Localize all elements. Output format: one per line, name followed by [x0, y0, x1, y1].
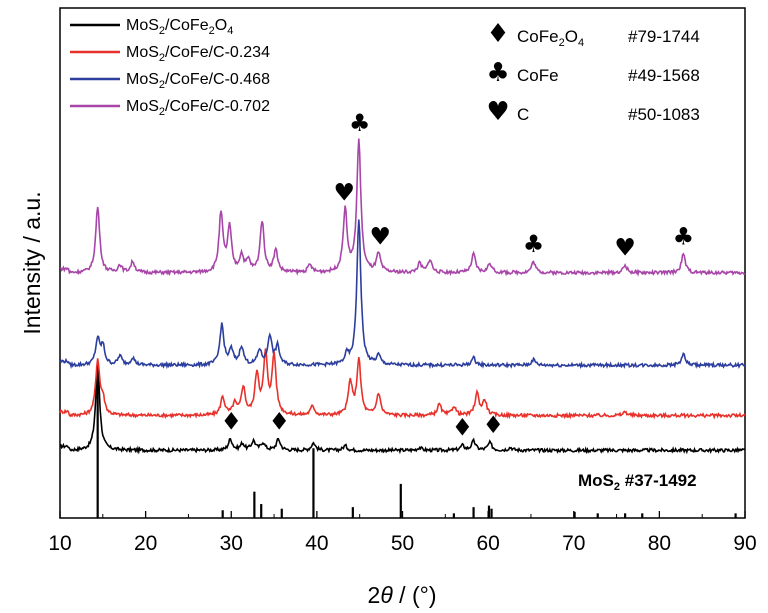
- peak-annotations: ♦ ♦ ♦ ♦ ♥ ♣ ♥ ♣ ♥ ♣: [220, 109, 694, 442]
- phase-card: #50-1083: [628, 105, 700, 124]
- x-tick-label: 20: [134, 532, 157, 555]
- peak-symbol: ♥: [614, 233, 636, 261]
- phase-card: #79-1744: [628, 27, 700, 46]
- series-line: [59, 219, 746, 370]
- phase-legend: ♦ CoFe2O4 #79-1744 ♣ CoFe #49-1568 ♥ C #50-1083: [486, 19, 700, 127]
- series-legend: MoS2/CoFe2O4 MoS2/CoFe/C-0.234 MoS2/CoFe/C…: [70, 17, 270, 118]
- x-tick-label: 10: [48, 532, 71, 555]
- x-tick-label: 70: [562, 532, 585, 555]
- peak-symbol: ♥: [369, 222, 391, 250]
- x-tick-label: 80: [648, 532, 671, 555]
- x-tick-label: 90: [733, 532, 756, 555]
- diamond-icon: ♦: [486, 19, 509, 49]
- peak-symbol: ♥: [334, 179, 356, 207]
- club-icon: ♣: [486, 58, 509, 88]
- peak-symbol: ♦: [268, 407, 290, 435]
- phase-name: C: [517, 105, 529, 124]
- x-tick-label: 40: [305, 532, 328, 555]
- legend-label: MoS2/CoFe/C-0.468: [126, 71, 270, 91]
- x-axis-title: 2θ / (°): [368, 582, 437, 608]
- y-axis-title: Intensity / a.u.: [19, 191, 45, 334]
- peak-symbol: ♣: [349, 109, 371, 137]
- series-layer: [59, 138, 746, 455]
- peak-symbol: ♦: [220, 407, 242, 435]
- series-line: [59, 362, 746, 455]
- peak-symbol: ♣: [523, 230, 545, 258]
- peak-symbol: ♦: [452, 414, 474, 442]
- peak-symbol: ♦: [483, 411, 505, 439]
- legend-label: MoS2/CoFe2O4: [126, 17, 233, 37]
- series-line: [59, 138, 746, 277]
- x-axis: 10 20 30 40 50 60 70 80 90: [48, 511, 757, 555]
- x-tick-label: 50: [391, 532, 414, 555]
- heart-icon: ♥: [486, 97, 509, 127]
- legend-label: MoS2/CoFe/C-0.234: [126, 44, 270, 64]
- peak-symbol: ♣: [673, 222, 695, 250]
- reference-pattern: [96, 363, 737, 518]
- phase-card: #49-1568: [628, 66, 700, 85]
- x-tick-label: 30: [220, 532, 243, 555]
- reference-label: MoS2 #37-1492: [578, 471, 697, 493]
- phase-name: CoFe: [517, 66, 559, 85]
- phase-name: CoFe2O4: [517, 27, 584, 49]
- series-line: [59, 348, 746, 420]
- legend-label: MoS2/CoFe/C-0.702: [126, 98, 270, 118]
- x-tick-label: 60: [476, 532, 499, 555]
